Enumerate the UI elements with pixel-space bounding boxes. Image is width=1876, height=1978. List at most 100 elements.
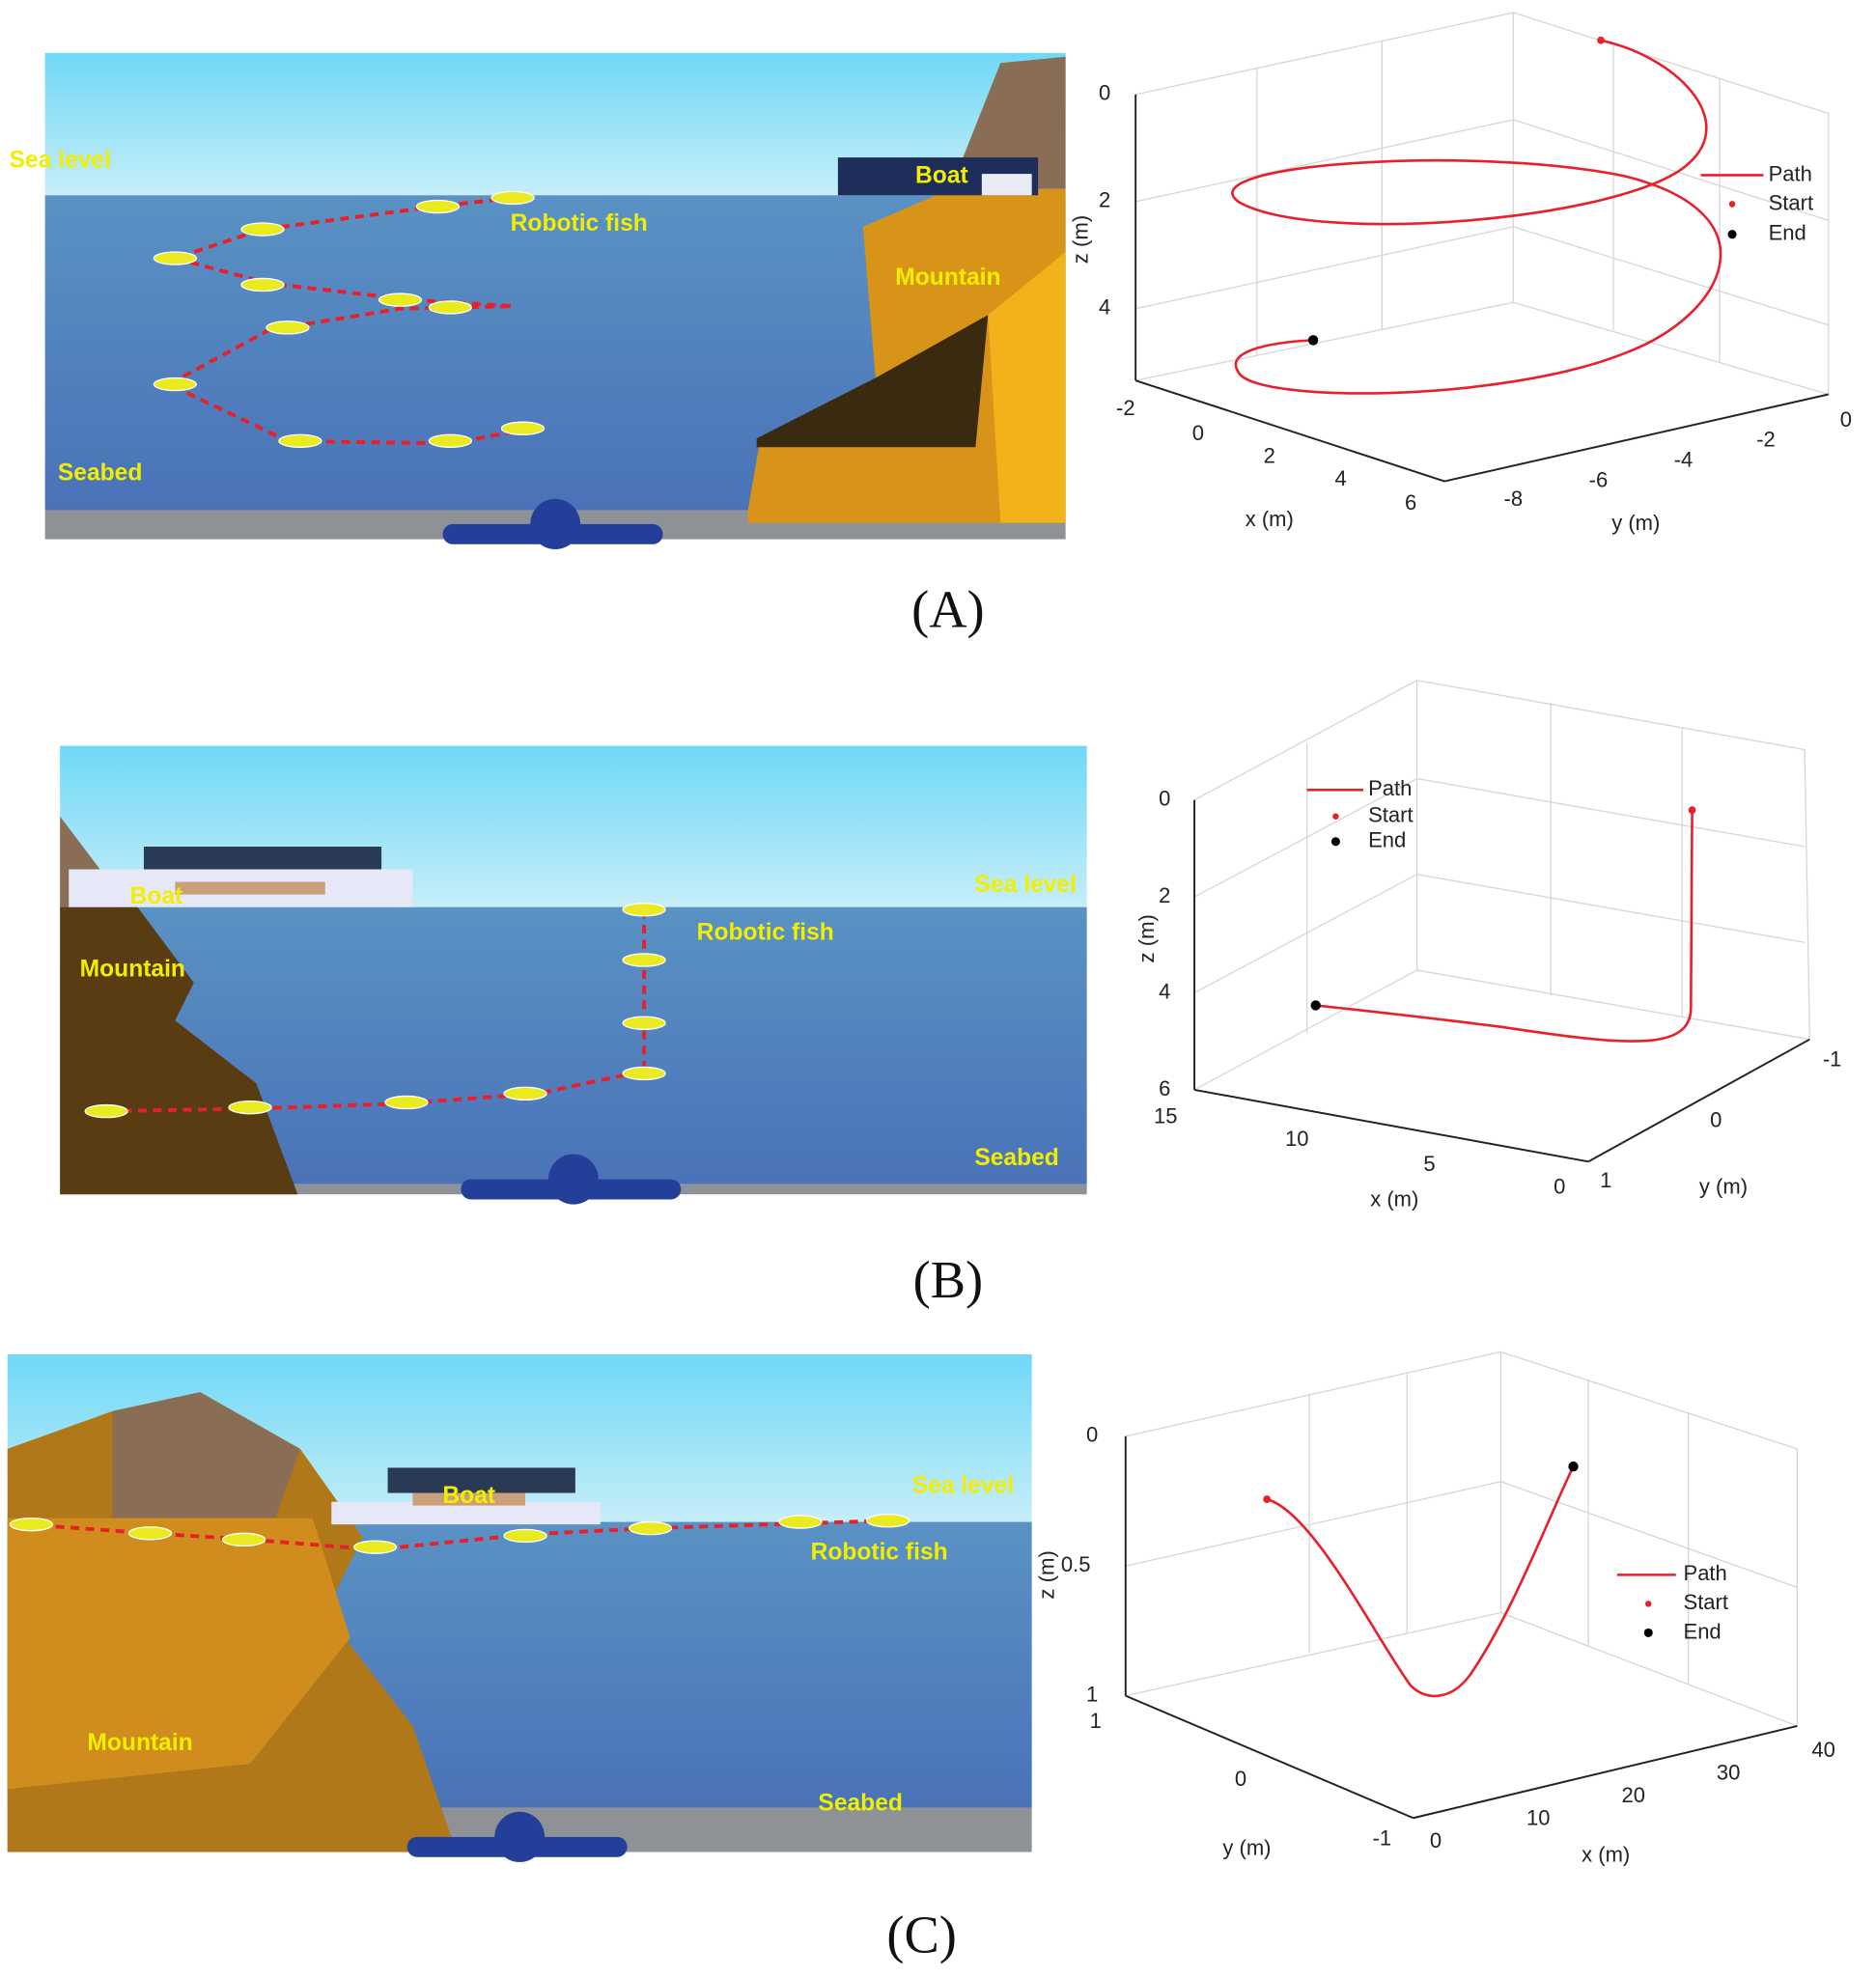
scene-label: Sea level bbox=[975, 872, 1077, 898]
grid-line bbox=[1125, 1351, 1501, 1437]
trajectory bbox=[1315, 810, 1694, 1043]
robotic-fish bbox=[352, 1540, 398, 1554]
y-tick-label: 1 bbox=[1090, 1709, 1102, 1733]
grid-line bbox=[1193, 680, 1417, 801]
axis-line bbox=[1125, 1694, 1414, 1820]
axis-line bbox=[1587, 1038, 1810, 1163]
x-tick-label: 6 bbox=[1405, 490, 1416, 515]
boat bbox=[412, 1492, 526, 1506]
robotic-fish bbox=[500, 421, 546, 435]
panel-label: (A) bbox=[911, 579, 985, 638]
robotic-fish bbox=[266, 320, 310, 335]
robotic-fish bbox=[622, 1066, 666, 1081]
y-tick-label: 0 bbox=[1840, 407, 1852, 432]
y-axis-label: y (m) bbox=[1611, 511, 1660, 535]
trajectory bbox=[1231, 39, 1722, 395]
trajectory bbox=[1266, 1465, 1575, 1698]
x-tick-label: -2 bbox=[1116, 396, 1135, 420]
robotic-fish bbox=[228, 1100, 272, 1115]
z-tick-label: 6 bbox=[1159, 1076, 1170, 1100]
scene-label: Boat bbox=[915, 162, 968, 188]
x-tick-label: 10 bbox=[1285, 1127, 1308, 1151]
boat bbox=[981, 174, 1032, 196]
legend-label: End bbox=[1684, 1619, 1722, 1643]
boat bbox=[143, 847, 382, 870]
robotic-fish bbox=[866, 1514, 910, 1528]
start-point bbox=[1688, 806, 1696, 815]
x-tick-label: 0 bbox=[1430, 1828, 1442, 1853]
grid-line bbox=[1500, 1481, 1798, 1589]
fish-route bbox=[106, 909, 647, 1114]
end-point bbox=[1568, 1461, 1579, 1472]
x-tick-label: 4 bbox=[1334, 466, 1346, 490]
robotic-fish bbox=[503, 1086, 547, 1101]
y-tick-label: 0 bbox=[1235, 1767, 1246, 1791]
boat bbox=[175, 881, 325, 895]
grid-line bbox=[1416, 680, 1806, 751]
axis-line bbox=[1443, 393, 1829, 483]
robotic-fish bbox=[428, 300, 472, 315]
z-tick-label: 0.5 bbox=[1061, 1552, 1091, 1576]
robotic-fish bbox=[378, 293, 423, 307]
legend-end bbox=[1330, 837, 1340, 847]
robotic-fish bbox=[153, 376, 198, 392]
z-axis-label: z (m) bbox=[1068, 215, 1092, 265]
z-tick-label: 2 bbox=[1099, 188, 1110, 212]
robotic-fish bbox=[9, 1517, 54, 1532]
toolbar-knob bbox=[548, 1154, 599, 1205]
x-tick-label: 15 bbox=[1154, 1103, 1177, 1128]
legend-label: End bbox=[1368, 828, 1406, 852]
z-tick-label: 4 bbox=[1159, 979, 1170, 1003]
z-tick-label: 1 bbox=[1086, 1682, 1098, 1706]
robotic-fish bbox=[84, 1103, 128, 1119]
x-axis-label: x (m) bbox=[1582, 1842, 1630, 1866]
grid-line bbox=[1135, 119, 1514, 203]
y-tick-label: -4 bbox=[1674, 447, 1694, 471]
legend-label: Start bbox=[1684, 1590, 1728, 1614]
mountain bbox=[7, 1518, 350, 1790]
robotic-fish bbox=[240, 277, 285, 293]
x-tick-label: 0 bbox=[1192, 421, 1204, 445]
legend-label: End bbox=[1769, 221, 1806, 245]
legend-label: Path bbox=[1769, 161, 1812, 185]
x-axis-label: x (m) bbox=[1246, 507, 1294, 531]
mountain bbox=[988, 252, 1066, 523]
robotic-fish bbox=[428, 433, 472, 448]
end-point bbox=[1307, 335, 1319, 346]
y-axis-label: y (m) bbox=[1699, 1174, 1748, 1198]
grid-line bbox=[1513, 301, 1829, 396]
grid-line bbox=[1513, 12, 1829, 115]
scene-label: Boat bbox=[442, 1483, 495, 1509]
axis-line bbox=[1413, 1725, 1798, 1820]
toolbar-knob bbox=[494, 1811, 546, 1862]
z-tick-label: 0 bbox=[1086, 1423, 1098, 1447]
x-tick-label: 30 bbox=[1717, 1760, 1740, 1784]
legend-end bbox=[1727, 230, 1737, 239]
scene-label: Robotic fish bbox=[511, 210, 648, 237]
panel-label: (C) bbox=[886, 1905, 957, 1964]
axis-line bbox=[1193, 1088, 1589, 1163]
robotic-fish bbox=[628, 1520, 673, 1536]
start-point bbox=[1597, 36, 1605, 44]
robotic-fish bbox=[221, 1532, 266, 1547]
z-tick-label: 2 bbox=[1159, 883, 1170, 907]
grid-line bbox=[1135, 226, 1514, 310]
robotic-fish bbox=[503, 1528, 547, 1544]
x-tick-label: 20 bbox=[1621, 1783, 1644, 1807]
panel-label: (B) bbox=[913, 1250, 984, 1309]
x-tick-label: 40 bbox=[1811, 1738, 1834, 1762]
x-tick-label: 10 bbox=[1526, 1805, 1550, 1829]
legend-end bbox=[1643, 1628, 1653, 1637]
grid-line bbox=[1125, 1611, 1501, 1697]
legend-label: Path bbox=[1368, 776, 1412, 800]
grid-line bbox=[1416, 777, 1806, 848]
grid-line bbox=[1500, 1611, 1798, 1727]
x-tick-label: 5 bbox=[1423, 1152, 1435, 1176]
robotic-fish bbox=[490, 190, 535, 206]
end-point bbox=[1310, 1000, 1321, 1011]
mountain bbox=[60, 906, 298, 1195]
x-tick-label: 0 bbox=[1554, 1174, 1565, 1198]
scene-label: Boat bbox=[130, 883, 183, 909]
legend-start bbox=[1332, 813, 1339, 820]
